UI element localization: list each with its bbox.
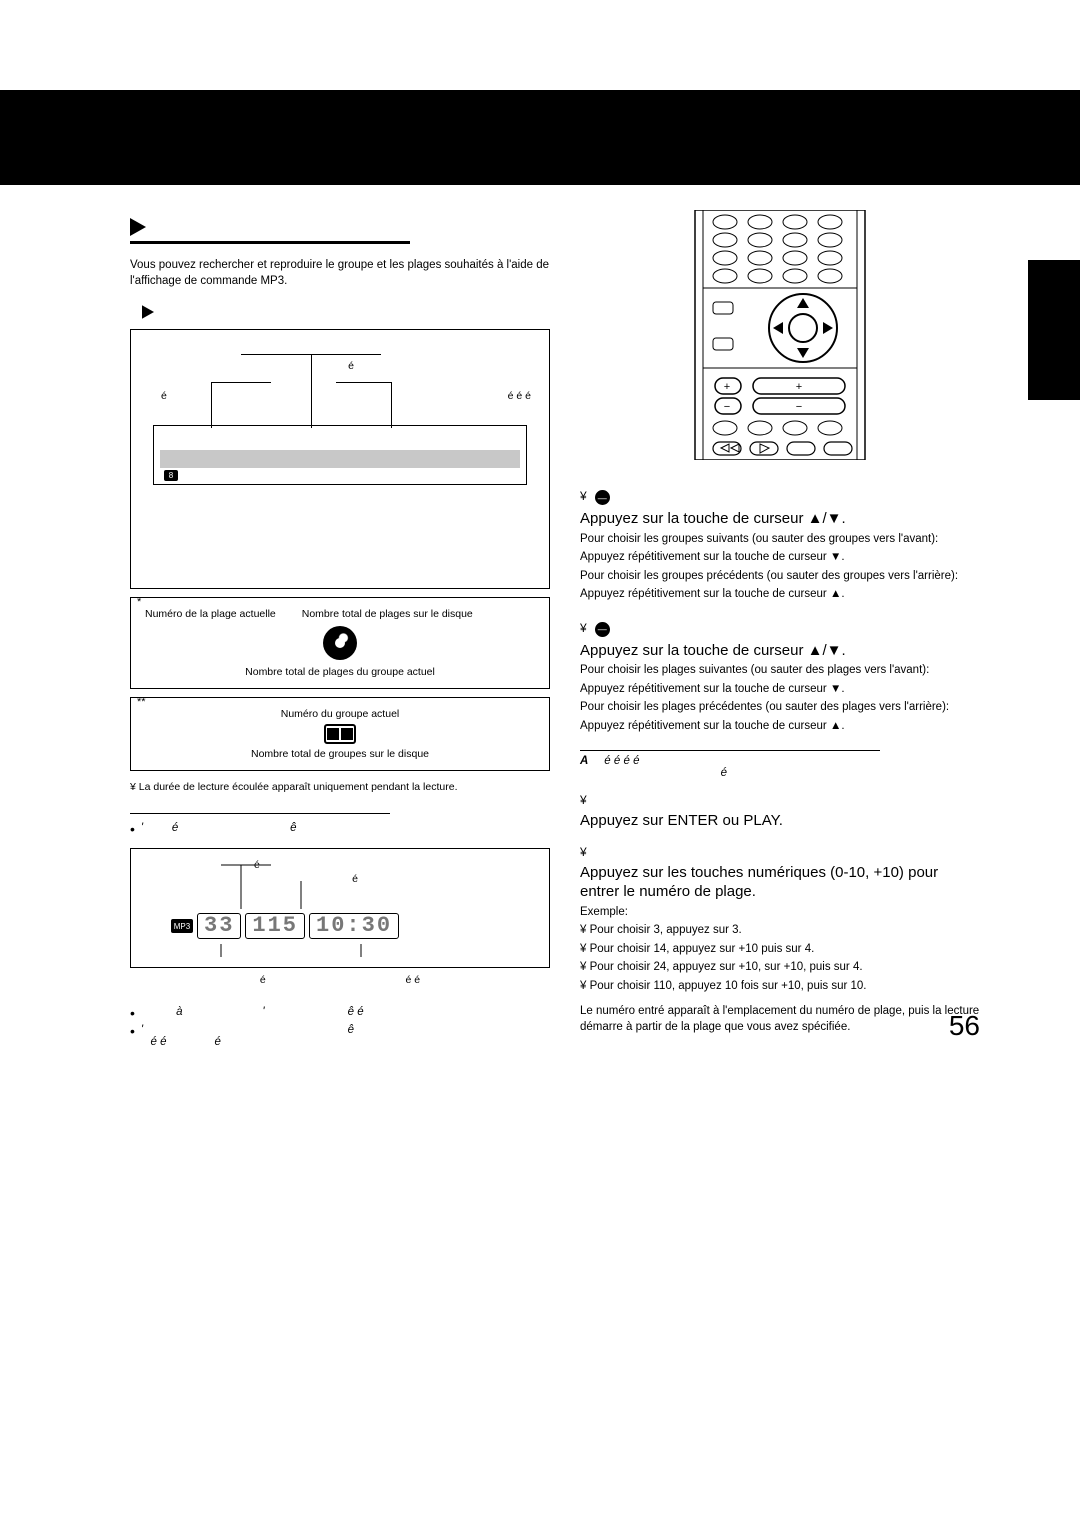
segment-display: 10:30 bbox=[309, 913, 399, 939]
bullet-text: ' bbox=[262, 1006, 264, 1018]
lcd-figure: é é MP3 33 115 10:30 bbox=[130, 848, 550, 968]
instruction-head: Appuyez sur les touches numériques (0-10… bbox=[580, 863, 980, 902]
annotation-lines bbox=[181, 336, 499, 426]
annotation-box-1: * Numéro de la plage actuelle Nombre tot… bbox=[130, 597, 550, 689]
instruction-body: Appuyez répétitivement sur la touche de … bbox=[580, 550, 980, 566]
disc-bullet-icon: — bbox=[595, 490, 610, 505]
page: Vous pouvez rechercher et reproduire le … bbox=[0, 0, 1080, 1090]
example-line: ¥ Pour choisir 110, appuyez 10 fois sur … bbox=[580, 979, 980, 995]
play-icon bbox=[130, 218, 146, 236]
remote-diagram: + − + − bbox=[675, 210, 885, 465]
sub-bullet: ¥— bbox=[580, 621, 980, 637]
side-tab bbox=[1028, 260, 1080, 400]
section-heading bbox=[130, 218, 550, 238]
disc-bullet-icon: — bbox=[595, 622, 610, 637]
footnote: ¥ La durée de lecture écoulée apparaît u… bbox=[130, 781, 550, 793]
highlight-bar bbox=[160, 450, 520, 468]
bullet-text: ' bbox=[141, 1024, 143, 1036]
sub-bullet: ¥ bbox=[580, 845, 980, 859]
segment-display: 33 bbox=[197, 913, 241, 939]
bullet-section-2: • à ' ê é • ' bbox=[130, 1004, 550, 1050]
label: Nombre total de groupes sur le disque bbox=[145, 748, 535, 760]
instruction-body: Appuyez répétitivement sur la touche de … bbox=[580, 682, 980, 698]
instruction-head: Appuyez sur la touche de curseur ▲/▼. bbox=[580, 641, 980, 661]
svg-text:+: + bbox=[724, 381, 730, 393]
instruction-body: Pour choisir les groupes précédents (ou … bbox=[580, 569, 980, 585]
sub-bullet: ¥ bbox=[580, 793, 980, 807]
asterisk: * bbox=[137, 596, 141, 608]
disc-icon bbox=[323, 626, 357, 660]
label: Nombre total de plages sur le disque bbox=[302, 608, 473, 620]
screen-diagram-section: é é é é é 8 * bbox=[130, 303, 550, 771]
remark-lead: A bbox=[580, 755, 588, 767]
instruction-body: Pour choisir les plages précédentes (ou … bbox=[580, 700, 980, 716]
instruction-body: Pour choisir les groupes suivants (ou sa… bbox=[580, 532, 980, 548]
page-number: 56 bbox=[949, 1010, 980, 1042]
bullet-text: é bbox=[172, 822, 178, 834]
instruction-body: Pour choisir les plages suivantes (ou sa… bbox=[580, 663, 980, 679]
bullet-text: ê é bbox=[348, 1006, 364, 1018]
annotation-box-2: ** Numéro du groupe actuel Nombre total … bbox=[130, 697, 550, 771]
remark-text: é é é é bbox=[604, 755, 639, 767]
heading-rule bbox=[130, 241, 410, 244]
label: Numéro du groupe actuel bbox=[145, 708, 535, 720]
instruction-head: Appuyez sur la touche de curseur ▲/▼. bbox=[580, 509, 980, 529]
lcd-display: MP3 33 115 10:30 bbox=[171, 909, 509, 943]
lcd-label: é bbox=[260, 974, 266, 986]
screen-inner-box: 8 bbox=[153, 425, 527, 485]
example-line: ¥ Pour choisir 24, appuyez sur +10, sur … bbox=[580, 960, 980, 976]
instruction-head: Appuyez sur ENTER ou PLAY. bbox=[580, 811, 980, 831]
right-column: + − + − bbox=[580, 210, 980, 1050]
example-title: Exemple: bbox=[580, 905, 980, 921]
segment-display: 115 bbox=[245, 913, 305, 939]
asterisk: ** bbox=[137, 696, 146, 708]
screen-diagram: é é é é é 8 bbox=[130, 329, 550, 589]
instruction-body: Appuyez répétitivement sur la touche de … bbox=[580, 587, 980, 603]
diagram-label: é bbox=[161, 390, 167, 402]
thin-rule bbox=[130, 813, 390, 814]
play-icon bbox=[142, 305, 154, 319]
remark-text: é bbox=[721, 767, 727, 779]
label: Nombre total de plages du groupe actuel bbox=[145, 666, 535, 678]
label: Numéro de la plage actuelle bbox=[145, 608, 276, 620]
diagram-label: é é é bbox=[508, 390, 531, 402]
bullet-text: ê bbox=[290, 822, 296, 834]
bullet-text: ' bbox=[141, 822, 143, 834]
top-black-bar bbox=[0, 90, 1080, 185]
lcd-label: é é bbox=[405, 974, 420, 986]
diagram-subhead bbox=[140, 303, 550, 323]
sub-bullet: ¥— bbox=[580, 489, 980, 505]
svg-text:−: − bbox=[796, 401, 802, 413]
svg-text:−: − bbox=[724, 401, 730, 413]
bullet-text: ê bbox=[348, 1024, 354, 1036]
closing-text: Le numéro entré apparaît à l'emplacement… bbox=[580, 1004, 980, 1035]
remark-box: A é é é é é bbox=[580, 750, 880, 779]
bullet-section: • ' é ê bbox=[130, 820, 550, 838]
content-columns: Vous pouvez rechercher et reproduire le … bbox=[130, 210, 980, 1050]
left-column: Vous pouvez rechercher et reproduire le … bbox=[130, 210, 550, 1050]
group-badge-icon: 8 bbox=[164, 470, 178, 481]
bullet-text: é bbox=[214, 1036, 220, 1048]
bullet-text: é é bbox=[151, 1036, 167, 1048]
instruction-body: Appuyez répétitivement sur la touche de … bbox=[580, 719, 980, 735]
intro-text: Vous pouvez rechercher et reproduire le … bbox=[130, 258, 550, 289]
bullet-text: à bbox=[176, 1006, 182, 1018]
example-line: ¥ Pour choisir 14, appuyez sur +10 puis … bbox=[580, 942, 980, 958]
example-line: ¥ Pour choisir 3, appuyez sur 3. bbox=[580, 923, 980, 939]
mp3-badge: MP3 bbox=[171, 919, 193, 933]
badge-text: 8 bbox=[169, 471, 173, 480]
lcd-under-labels: é é é bbox=[130, 974, 550, 986]
group-icon bbox=[324, 724, 356, 744]
remote-svg: + − + − bbox=[675, 210, 885, 460]
svg-text:+: + bbox=[796, 381, 802, 393]
